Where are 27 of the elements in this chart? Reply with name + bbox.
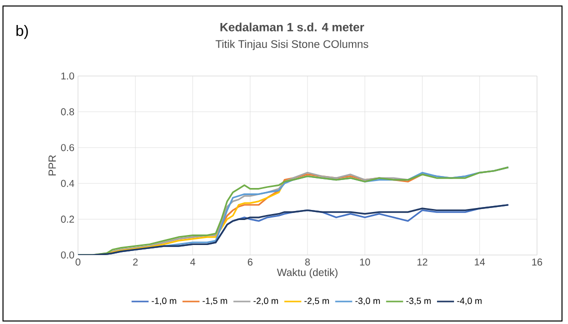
chart-subtitle: Titik Tinjau Sisi Stone COlumns	[216, 40, 368, 50]
chart-title: Kedalaman 1 s.d. 4 meter	[220, 22, 364, 32]
x-tick-label: 6	[248, 258, 252, 266]
x-tick-label: 10	[360, 258, 370, 266]
y-tick-label: 0.4	[61, 180, 74, 187]
y-axis-title: PPR	[48, 155, 56, 176]
x-tick-label: 16	[532, 258, 542, 266]
legend-label: -3,0 m	[355, 298, 380, 306]
x-tick-label: 2	[133, 258, 138, 266]
x-tick-label: 4	[190, 258, 196, 266]
legend-label: -2,0 m	[254, 298, 278, 306]
text: b)	[16, 25, 28, 39]
legend-label: -2,5 m	[304, 298, 329, 306]
x-axis-title: Waktu (detik)	[276, 268, 338, 278]
y-tick-label: 0.8	[61, 108, 74, 116]
x-tick-label: 14	[474, 258, 485, 266]
legend-label: -1,0 m	[152, 298, 176, 306]
y-tick-label: 0.0	[61, 251, 74, 259]
x-tick-label: 0	[76, 258, 80, 266]
legend-label: -4,0 m	[457, 298, 482, 306]
legend-label: -3,5 m	[406, 298, 431, 306]
x-tick-label: 8	[305, 258, 310, 266]
y-tick-label: 0.2	[61, 216, 74, 223]
y-tick-label: 1.0	[61, 72, 74, 80]
y-tick-label: 0.6	[61, 144, 74, 152]
legend-label: -1,5 m	[202, 298, 228, 306]
x-tick-label: 12	[417, 258, 428, 266]
